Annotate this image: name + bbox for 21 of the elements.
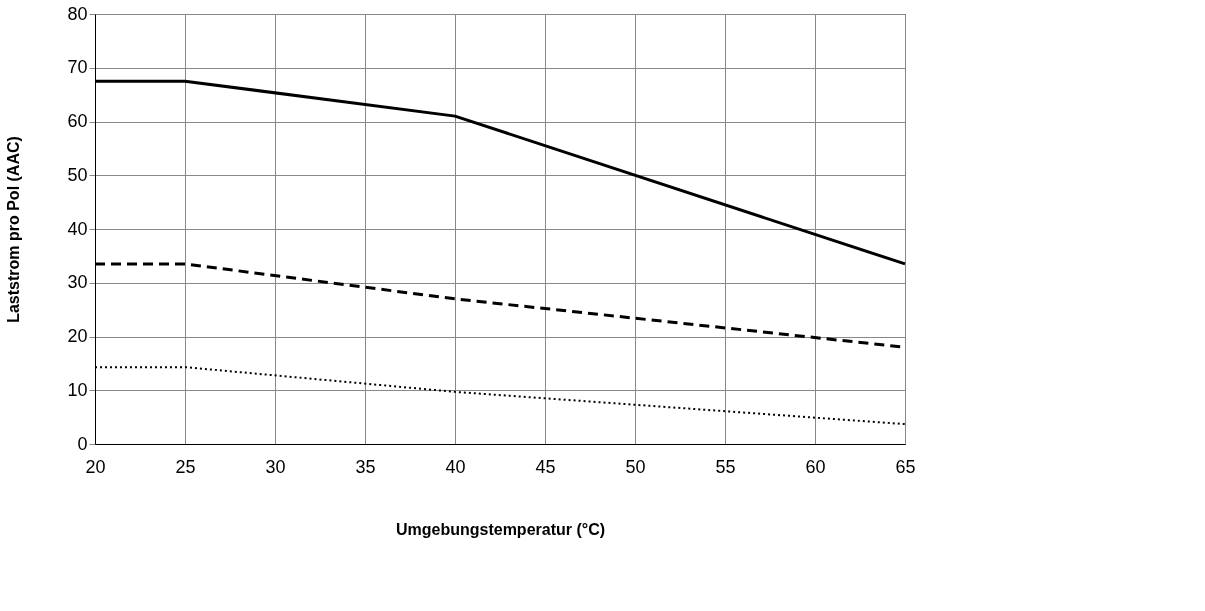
y-tick-label: 80 — [67, 3, 88, 24]
x-tick-label: 35 — [355, 456, 376, 477]
x-tick-label: 50 — [625, 456, 646, 477]
x-axis-title: Umgebungstemperatur (°C) — [395, 520, 606, 538]
y-tick-label: 60 — [67, 111, 88, 131]
y-tick-label: 30 — [67, 272, 88, 293]
x-tick-label: 45 — [535, 456, 556, 477]
x-tick-label: 55 — [715, 456, 736, 477]
y-axis-title: Laststrom pro Pol (AAC) — [5, 136, 23, 323]
x-tick-label: 60 — [805, 456, 826, 477]
y-tick-label: 10 — [67, 379, 88, 400]
y-tick-label: 40 — [67, 218, 88, 239]
y-tick-label: 70 — [67, 57, 88, 78]
y-tick-label: 20 — [67, 326, 88, 346]
y-tick-label: 0 — [77, 433, 88, 454]
x-tick-label: 40 — [445, 456, 466, 477]
y-tick-label: 50 — [67, 164, 88, 185]
x-tick-label: 20 — [85, 456, 106, 477]
x-tick-label: 30 — [265, 456, 286, 477]
x-tick-label: 65 — [895, 456, 916, 477]
x-tick-label: 25 — [175, 456, 196, 477]
